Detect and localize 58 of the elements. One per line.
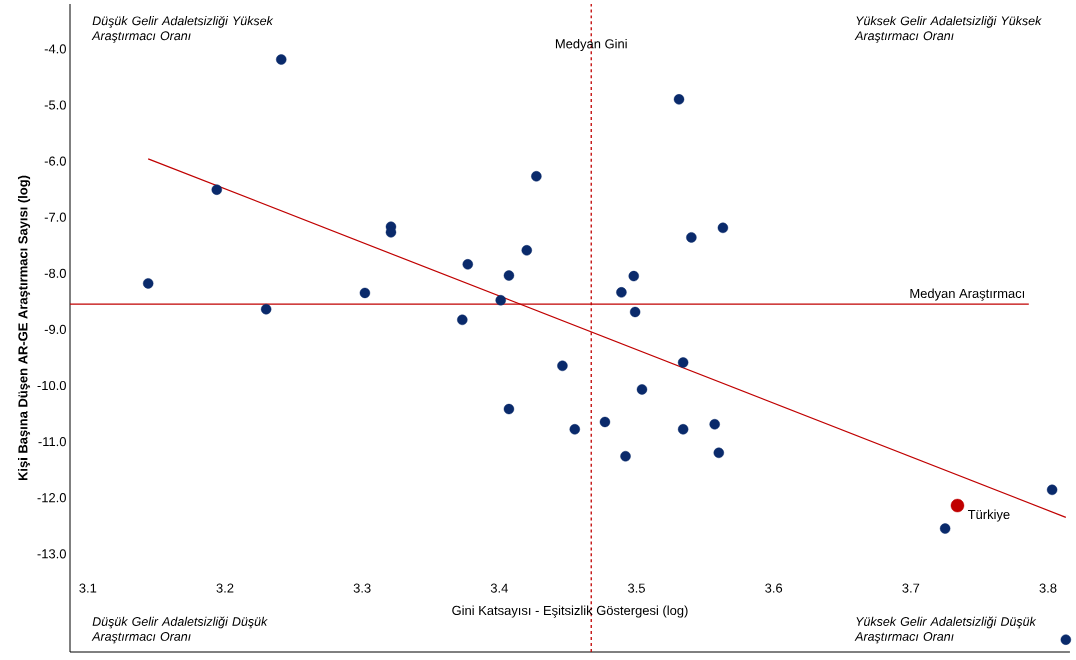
y-tick-label: -9.0: [44, 324, 66, 334]
point: [629, 306, 641, 318]
point: [599, 416, 611, 428]
annotation: Yüksek Gelir Adaletsizliği Yüksek Araştırmacı Oranı: [854, 15, 1042, 43]
y-tick-label: -12.0: [37, 493, 66, 503]
point: [673, 94, 685, 105]
point: [1046, 484, 1058, 496]
point: [709, 419, 720, 430]
y-tick-label: -6.0: [44, 156, 66, 166]
annotation: Yüksek Gelir Adaletsizliği Düşük Araştırmacı Oranı: [854, 616, 1037, 644]
point: [1060, 634, 1072, 645]
point: [503, 403, 515, 415]
point: [717, 222, 729, 234]
point: [276, 54, 287, 65]
x-tick-label: 3.2: [216, 583, 234, 593]
series-label: Türkiye: [967, 509, 1010, 522]
x-tick-label: 3.4: [490, 583, 508, 593]
point: [457, 314, 468, 326]
annotation: Düşük Gelir Adaletsizliği Yüksek Araştırmacı Oranı: [91, 15, 274, 43]
point: [713, 447, 724, 459]
point: [628, 270, 639, 282]
point: [569, 424, 580, 435]
point: [260, 304, 272, 315]
y-tick-label: -11.0: [38, 437, 66, 447]
y-tick-label: -8.0: [44, 268, 66, 278]
point: [636, 384, 648, 395]
x-tick-label: 3.6: [765, 583, 783, 593]
point: [359, 287, 371, 299]
point: [531, 171, 542, 182]
point: [677, 357, 689, 368]
x-tick-label: 3.5: [628, 583, 645, 593]
point: [211, 184, 222, 195]
point: [503, 270, 515, 281]
y-tick-label: -13.0: [37, 549, 66, 559]
point: [677, 424, 689, 435]
x-tick-label: 3.7: [902, 583, 920, 593]
x-axis-title: Gini Katsayısı - Eşitsizlik Göstergesi (log): [452, 605, 688, 618]
y-tick-label: -10.0: [37, 380, 66, 391]
point: [142, 278, 154, 289]
y-axis-title: Kişi Başına Düşen AR-GE Araştırmacı Sayısı (log): [17, 175, 31, 481]
point: [616, 287, 627, 298]
point: [620, 451, 631, 462]
point: [950, 498, 965, 513]
ref-line-label: Medyan Gini: [555, 38, 627, 51]
point: [939, 523, 951, 534]
x-tick-label: 3.3: [353, 583, 371, 593]
point: [686, 232, 697, 243]
y-tick-label: -7.0: [44, 212, 66, 222]
point: [521, 245, 532, 256]
x-tick-label: 3.8: [1039, 583, 1057, 593]
ref-line-label: Medyan Araştırmacı: [910, 288, 1025, 301]
point: [557, 360, 568, 372]
y-tick-label: -4.0: [44, 44, 66, 54]
annotation: Düşük Gelir Adaletsizliği Düşük Araştırmacı Oranı: [91, 616, 268, 644]
point: [495, 295, 506, 306]
y-tick-label: -5.0: [44, 100, 66, 110]
x-tick-label: 3.1: [79, 583, 97, 593]
point: [462, 259, 473, 270]
